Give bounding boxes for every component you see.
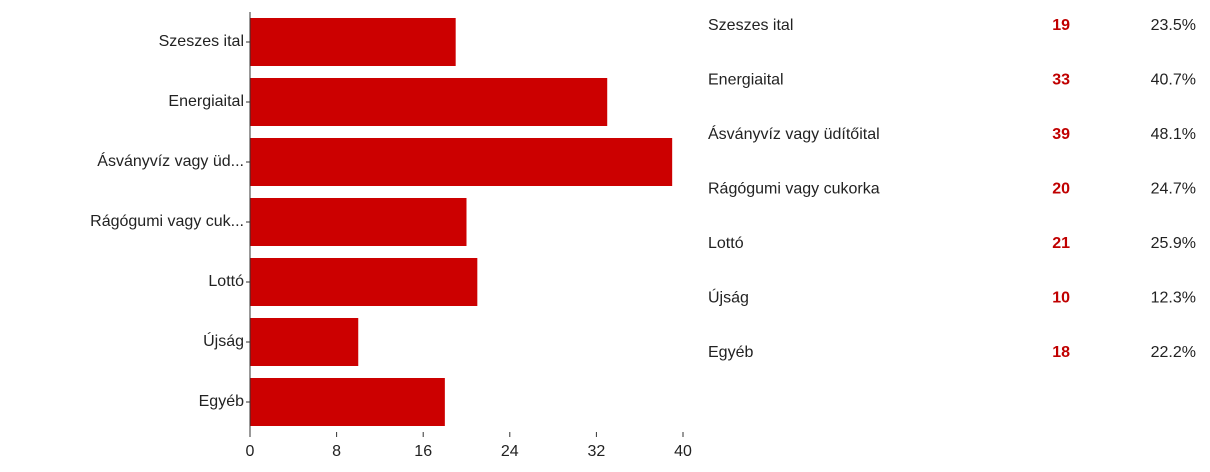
y-tick-label: Rágógumi vagy cuk... [90,213,244,230]
table-count: 20 [1052,181,1070,198]
x-tick-label: 8 [332,443,341,460]
bar [250,138,673,186]
bar [250,198,467,246]
table-percent: 40.7% [1151,72,1196,89]
x-tick-label: 16 [414,443,432,460]
table-name: Energiaital [708,72,784,89]
y-tick-label: Ásványvíz vagy üd... [97,151,244,170]
y-tick-label: Szeszes ital [159,33,244,50]
table-count: 33 [1052,72,1070,89]
x-tick-label: 0 [246,443,255,460]
table-percent: 23.5% [1151,17,1196,34]
table-count: 18 [1052,344,1070,361]
table-count: 39 [1052,126,1070,143]
bar [250,18,456,66]
x-tick-label: 32 [588,443,606,460]
table-percent: 24.7% [1151,181,1196,198]
table-name: Rágógumi vagy cukorka [708,181,880,198]
table-percent: 48.1% [1151,126,1196,143]
table-name: Egyéb [708,344,753,361]
x-tick-label: 40 [674,443,692,460]
bar [250,258,478,306]
table-name: Lottó [708,235,744,252]
table-percent: 22.2% [1151,344,1196,361]
y-tick-label: Lottó [208,273,244,290]
bar [250,78,608,126]
x-tick-label: 24 [501,443,519,460]
bar [250,318,359,366]
table-name: Ásványvíz vagy üdítőital [708,124,880,143]
table-count: 19 [1052,17,1070,34]
table-count: 21 [1052,235,1070,252]
y-tick-label: Egyéb [199,393,244,410]
y-tick-label: Energiaital [168,93,244,110]
y-tick-label: Újság [203,331,244,350]
table-percent: 25.9% [1151,235,1196,252]
table-count: 10 [1052,290,1070,307]
bar [250,378,445,426]
table-name: Újság [708,288,749,307]
table-name: Szeszes ital [708,17,793,34]
table-percent: 12.3% [1151,290,1196,307]
